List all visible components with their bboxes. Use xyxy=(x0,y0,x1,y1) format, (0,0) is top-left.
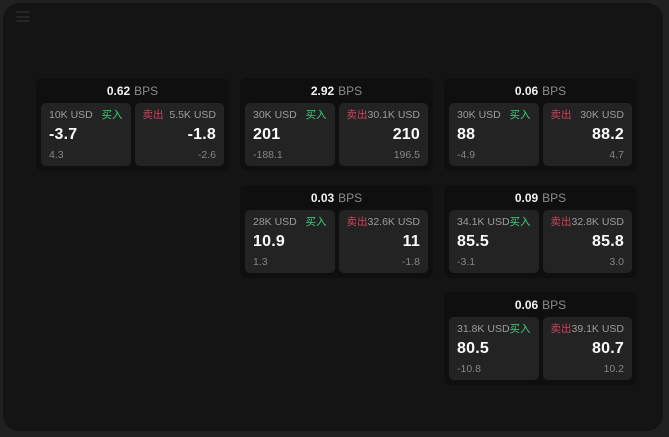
buy-price: 80.5 xyxy=(457,340,489,357)
buy-notional: 10K USD xyxy=(49,109,93,121)
bps-header: 2.92 BPS xyxy=(240,78,433,103)
buy-side-label: 买入 xyxy=(305,109,327,121)
sell-delta: 196.5 xyxy=(393,148,420,161)
sell-tile[interactable]: 卖出 5.5K USD -1.8 -2.6 xyxy=(134,103,224,166)
bps-value: 0.06 xyxy=(514,297,539,312)
buy-side-label: 买入 xyxy=(509,216,531,228)
sell-notional: 32.6K USD xyxy=(367,216,421,228)
buy-side-label: 买入 xyxy=(101,109,123,121)
quote-card: 0.03 BPS 28K USD 买入 10.9 1.3 卖出 32.6K US… xyxy=(240,185,433,278)
bps-value: 0.62 xyxy=(106,83,131,98)
sell-price: 85.8 xyxy=(592,233,624,250)
quote-card: 2.92 BPS 30K USD 买入 201 -188.1 卖出 30.1K … xyxy=(240,78,433,171)
menu-icon[interactable] xyxy=(16,11,30,22)
sell-tile[interactable]: 卖出 39.1K USD 80.7 10.2 xyxy=(542,317,632,380)
quote-cards-grid: 0.62 BPS 10K USD 买入 -3.7 4.3 卖出 5.5K USD xyxy=(36,78,637,385)
bps-value: 2.92 xyxy=(310,83,335,98)
sell-notional: 30K USD xyxy=(580,109,624,121)
buy-delta: 4.3 xyxy=(49,148,64,161)
buy-price: 85.5 xyxy=(457,233,489,250)
bps-header: 0.06 BPS xyxy=(444,78,637,103)
quote-card: 0.09 BPS 34.1K USD 买入 85.5 -3.1 卖出 32.8K… xyxy=(444,185,637,278)
buy-delta: -4.9 xyxy=(457,148,476,161)
buy-tile[interactable]: 30K USD 买入 88 -4.9 xyxy=(449,103,539,166)
sell-notional: 32.8K USD xyxy=(571,216,625,228)
buy-price: 88 xyxy=(457,126,476,143)
sell-side-label: 卖出 xyxy=(550,216,572,228)
quote-card: 0.62 BPS 10K USD 买入 -3.7 4.3 卖出 5.5K USD xyxy=(36,78,229,171)
buy-notional: 30K USD xyxy=(457,109,501,121)
quote-card-body: 30K USD 买入 201 -188.1 卖出 30.1K USD 210 1… xyxy=(240,103,433,171)
buy-tile[interactable]: 34.1K USD 买入 85.5 -3.1 xyxy=(449,210,539,273)
sell-tile[interactable]: 卖出 30K USD 88.2 4.7 xyxy=(542,103,632,166)
buy-delta: 1.3 xyxy=(253,255,268,268)
sell-side-label: 卖出 xyxy=(550,109,572,121)
buy-tile[interactable]: 30K USD 买入 201 -188.1 xyxy=(245,103,335,166)
quote-card: 0.06 BPS 30K USD 买入 88 -4.9 卖出 30K USD xyxy=(444,78,637,171)
quote-card-body: 30K USD 买入 88 -4.9 卖出 30K USD 88.2 4.7 xyxy=(444,103,637,171)
bps-header: 0.09 BPS xyxy=(444,185,637,210)
bps-header: 0.03 BPS xyxy=(240,185,433,210)
sell-price: -1.8 xyxy=(187,126,216,143)
sell-delta: 3.0 xyxy=(609,255,624,268)
bps-unit: BPS xyxy=(542,297,567,312)
sell-tile[interactable]: 卖出 30.1K USD 210 196.5 xyxy=(338,103,428,166)
sell-price: 80.7 xyxy=(592,340,624,357)
buy-notional: 28K USD xyxy=(253,216,297,228)
sell-notional: 30.1K USD xyxy=(367,109,421,121)
buy-side-label: 买入 xyxy=(509,109,531,121)
buy-tile[interactable]: 28K USD 买入 10.9 1.3 xyxy=(245,210,335,273)
bps-value: 0.09 xyxy=(514,190,539,205)
app-surface: 0.62 BPS 10K USD 买入 -3.7 4.3 卖出 5.5K USD xyxy=(3,3,663,431)
sell-side-label: 卖出 xyxy=(346,216,368,228)
buy-side-label: 买入 xyxy=(305,216,327,228)
bps-unit: BPS xyxy=(338,190,363,205)
quote-card-body: 34.1K USD 买入 85.5 -3.1 卖出 32.8K USD 85.8… xyxy=(444,210,637,278)
buy-price: -3.7 xyxy=(49,126,78,143)
buy-notional: 31.8K USD xyxy=(457,323,510,335)
buy-side-label: 买入 xyxy=(509,323,531,335)
bps-header: 0.62 BPS xyxy=(36,78,229,103)
bps-value: 0.06 xyxy=(514,83,539,98)
bps-header: 0.06 BPS xyxy=(444,292,637,317)
sell-price: 88.2 xyxy=(592,126,624,143)
bps-value: 0.03 xyxy=(310,190,335,205)
buy-delta: -10.8 xyxy=(457,362,481,375)
sell-notional: 5.5K USD xyxy=(169,109,216,121)
bps-unit: BPS xyxy=(338,83,363,98)
quote-card-body: 31.8K USD 买入 80.5 -10.8 卖出 39.1K USD 80.… xyxy=(444,317,637,385)
quote-card: 0.06 BPS 31.8K USD 买入 80.5 -10.8 卖出 39.1… xyxy=(444,292,637,385)
buy-price: 201 xyxy=(253,126,281,143)
sell-delta: 10.2 xyxy=(603,362,624,375)
bps-unit: BPS xyxy=(542,83,567,98)
buy-tile[interactable]: 10K USD 买入 -3.7 4.3 xyxy=(41,103,131,166)
bps-unit: BPS xyxy=(134,83,159,98)
sell-price: 210 xyxy=(392,126,420,143)
sell-delta: 4.7 xyxy=(609,148,624,161)
quote-card-body: 28K USD 买入 10.9 1.3 卖出 32.6K USD 11 -1.8 xyxy=(240,210,433,278)
sell-side-label: 卖出 xyxy=(142,109,164,121)
buy-tile[interactable]: 31.8K USD 买入 80.5 -10.8 xyxy=(449,317,539,380)
bps-unit: BPS xyxy=(542,190,567,205)
sell-side-label: 卖出 xyxy=(346,109,368,121)
sell-price: 11 xyxy=(402,233,420,250)
quote-card-body: 10K USD 买入 -3.7 4.3 卖出 5.5K USD -1.8 -2.… xyxy=(36,103,229,171)
sell-tile[interactable]: 卖出 32.6K USD 11 -1.8 xyxy=(338,210,428,273)
buy-delta: -188.1 xyxy=(253,148,283,161)
buy-notional: 34.1K USD xyxy=(457,216,510,228)
buy-price: 10.9 xyxy=(253,233,285,250)
sell-delta: -1.8 xyxy=(401,255,420,268)
sell-delta: -2.6 xyxy=(197,148,216,161)
buy-delta: -3.1 xyxy=(457,255,476,268)
sell-tile[interactable]: 卖出 32.8K USD 85.8 3.0 xyxy=(542,210,632,273)
sell-notional: 39.1K USD xyxy=(571,323,625,335)
sell-side-label: 卖出 xyxy=(550,323,572,335)
buy-notional: 30K USD xyxy=(253,109,297,121)
